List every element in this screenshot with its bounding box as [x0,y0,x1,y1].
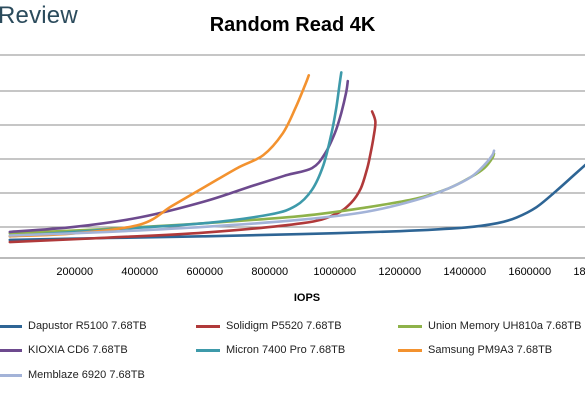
x-tick-label: 1400000 [443,266,486,278]
legend-label: KIOXIA CD6 7.68TB [28,344,128,356]
legend-swatch [0,324,22,328]
gridlines [0,54,585,228]
legend-swatch [398,324,422,328]
legend-label: Solidigm P5520 7.68TB [226,320,342,332]
x-tick-labels: 200000 400000 600000 800000 1000000 1200000 14… [56,266,585,278]
x-tick-label: 1200000 [378,266,421,278]
legend-item: Samsung PM9A3 7.68TB [398,344,552,356]
legend-item: KIOXIA CD6 7.68TB [0,344,128,356]
chart-title: Random Read 4K [0,14,585,37]
x-tick-label: 600000 [186,266,223,278]
legend-item: Solidigm P5520 7.68TB [196,320,342,332]
legend-label: Micron 7400 Pro 7.68TB [226,344,346,356]
legend-swatch [196,324,220,328]
series-lines [8,71,585,244]
chart-title-text: Random Read 4K [209,14,376,36]
x-tick-label: 1600000 [508,266,551,278]
series-line [8,163,585,242]
legend-label: Samsung PM9A3 7.68TB [428,344,553,356]
series-line [8,79,350,234]
series-line [8,71,343,238]
legend-swatch [196,348,220,352]
legend-label: Memblaze 6920 7.68TB [28,369,145,381]
legend-item: Micron 7400 Pro 7.68TB [196,344,345,356]
legend-label: Union Memory UH810a 7.68TB [428,320,582,332]
series-line [8,110,377,244]
x-tick-label: 400000 [121,266,158,278]
legend-item: Union Memory UH810a 7.68TB [398,320,581,332]
legend-swatch [0,348,22,352]
legend-swatch [398,348,422,352]
legend-item: Memblaze 6920 7.68TB [0,369,145,381]
x-tick-label: 200000 [56,266,93,278]
legend-item: Dapustor R5100 7.68TB [0,320,147,332]
legend-swatch [0,373,22,377]
series-line [8,74,311,238]
series-line [8,149,496,237]
legend-label: Dapustor R5100 7.68TB [28,320,147,332]
x-tick-label: 1000000 [313,266,356,278]
x-tick-label: 800000 [251,266,288,278]
x-axis-label: IOPS [294,292,320,304]
x-tick-label: 1800000 [573,266,585,278]
brand-logo-text: Review [0,2,78,29]
